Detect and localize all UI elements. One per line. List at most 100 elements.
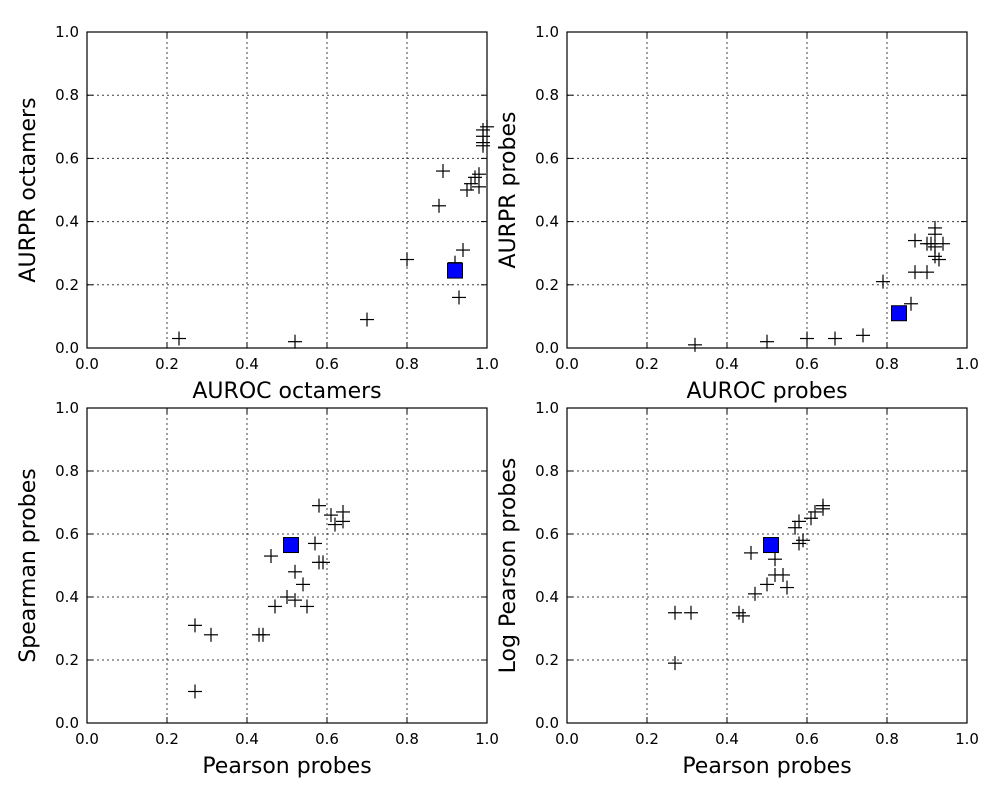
data-point [908,265,922,280]
data-point [464,176,478,191]
plot-background [87,32,487,348]
data-point [904,296,918,311]
highlight-point [447,262,463,279]
data-point [308,536,322,551]
data-point [928,239,942,254]
y-axis-label: AURPR octamers [16,97,41,282]
data-point [188,684,202,699]
y-axis-label: AURPR probes [496,112,521,269]
data-point [288,564,302,579]
y-tick-label: 0.0 [535,714,559,732]
data-point [796,533,810,548]
scatter-panel-3: 0.0 0.2 0.4 0.6 0.8 1.0 0.0 0.2 0.4 0.6 0.8 1.0 Pear… [16,399,499,779]
data-point [760,577,774,592]
data-point [856,328,870,343]
data-point [936,236,950,251]
x-axis-label: Pearson probes [682,754,851,779]
y-tick-label: 0.2 [55,276,79,294]
data-point [668,656,682,671]
highlight-point [283,537,299,554]
plot-background [567,32,967,348]
y-tick-label: 0.4 [535,213,559,231]
data-point [800,331,814,346]
data-point [760,334,774,349]
y-tick-label: 0.8 [535,86,559,104]
x-tick-label: 0.4 [235,730,259,748]
y-tick-label: 0.2 [535,276,559,294]
data-point [264,549,278,564]
x-tick-label: 0.4 [715,730,739,748]
data-point [172,331,186,346]
data-point [744,545,758,560]
data-point [476,122,490,137]
x-tick-label: 0.2 [155,355,179,373]
y-tick-label: 0.6 [535,525,559,543]
plot-background [87,408,487,723]
data-point [748,586,762,601]
data-point [472,167,486,182]
highlight-point [891,305,907,322]
highlight-point [763,537,779,554]
x-tick-label: 0.6 [315,355,339,373]
data-point [804,511,818,526]
data-point [400,252,414,267]
y-tick-label: 1.0 [535,399,559,417]
data-point [452,290,466,305]
x-tick-label: 0.2 [155,730,179,748]
data-point [920,265,934,280]
data-point [736,608,750,623]
x-tick-label: 0.2 [635,355,659,373]
y-tick-label: 0.8 [55,86,79,104]
data-point [316,555,330,570]
data-point [360,312,374,327]
y-tick-label: 0.8 [55,462,79,480]
data-point [188,618,202,633]
y-tick-label: 0.6 [55,149,79,167]
data-point [768,552,782,567]
x-tick-label: 0.6 [795,355,819,373]
x-tick-label: 0.0 [75,355,99,373]
data-point [204,627,218,642]
data-point [932,252,946,267]
data-point [288,334,302,349]
scatter-panel-1: 0.0 0.2 0.4 0.6 0.8 1.0 0.0 0.2 0.4 0.6 0.8 1.0 AURO… [16,23,499,404]
data-point [460,183,474,197]
plot-frame [566,31,968,349]
data-point [312,498,326,513]
data-point [828,331,842,346]
y-tick-label: 1.0 [55,23,79,41]
x-tick-label: 0.8 [875,355,899,373]
data-point [456,243,470,258]
data-point [780,580,794,595]
x-tick-label: 0.0 [75,730,99,748]
data-point [256,627,270,642]
plot-frame [86,31,488,349]
data-point [816,498,830,513]
data-point [788,520,802,535]
data-point [476,138,490,153]
scatter-panel-2: 0.0 0.2 0.4 0.6 0.8 1.0 0.0 0.2 0.4 0.6 0.8 1.0 AURO… [496,23,979,404]
plot-background [567,408,967,723]
scatter-panel-4: 0.0 0.2 0.4 0.6 0.8 1.0 0.0 0.2 0.4 0.6 0.8 1.0 Pear… [496,399,979,779]
data-point [280,590,294,604]
data-point [684,605,698,620]
data-point [776,567,790,582]
x-tick-label: 0.0 [555,355,579,373]
data-point [732,605,746,620]
data-point [328,517,342,532]
data-point [908,233,922,248]
data-point [792,514,806,529]
data-point [688,337,702,352]
data-point [288,593,302,608]
data-point [468,170,482,185]
y-axis-label: Spearman probes [16,468,41,662]
plot-frame [566,407,968,724]
data-point [928,220,942,235]
data-point [268,599,282,614]
x-tick-label: 0.8 [875,730,899,748]
x-tick-label: 0.0 [555,730,579,748]
x-tick-label: 1.0 [955,355,979,373]
plot-frame [86,407,488,724]
y-tick-label: 0.4 [55,213,79,231]
data-point [436,164,450,179]
